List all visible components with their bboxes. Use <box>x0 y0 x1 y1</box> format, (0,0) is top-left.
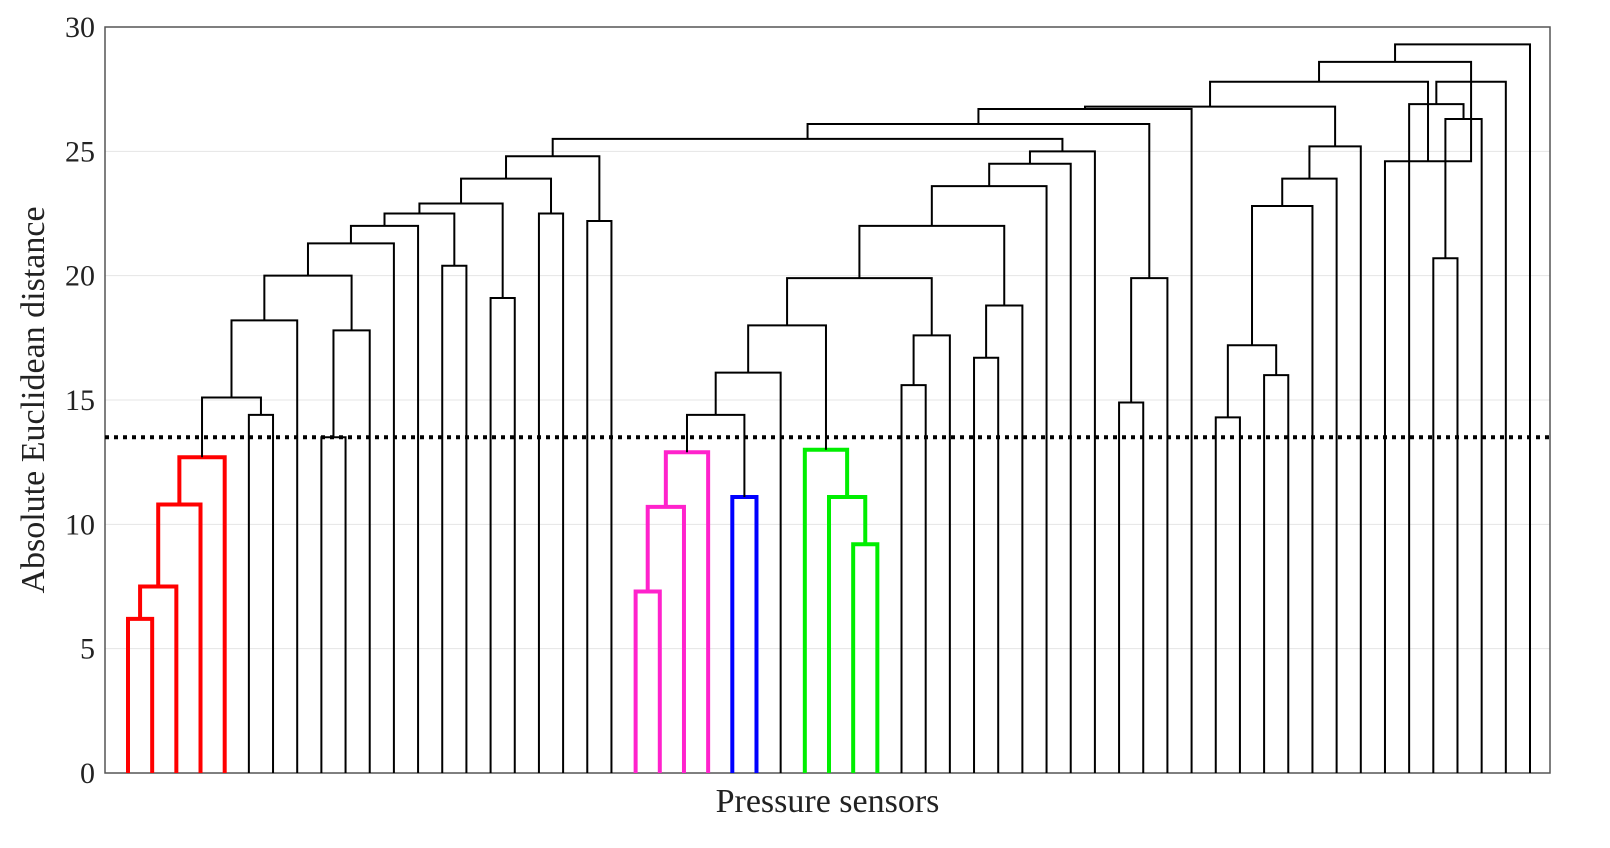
dendrogram-link <box>973 356 1000 773</box>
dendrogram-link <box>1408 103 1465 773</box>
dendrogram-link <box>505 155 601 221</box>
dendrogram-link <box>418 202 504 299</box>
dendrogram-link <box>912 334 951 773</box>
dendrogram-link <box>730 494 759 773</box>
dendrogram-link <box>1118 401 1145 773</box>
dendrogram-link <box>988 162 1072 773</box>
dendrogram-link <box>247 413 275 773</box>
dendrogram-link <box>1318 60 1473 82</box>
dendrogram-link <box>714 371 782 773</box>
dendrogram-link <box>1028 150 1096 773</box>
dendrogram-link <box>537 212 565 773</box>
y-tick-label: 10 <box>65 508 95 541</box>
dendrogram-link <box>1308 145 1362 773</box>
dendrogram-link <box>1251 205 1314 773</box>
dendrogram-link <box>1281 177 1338 773</box>
y-axis-ticks: 0 5 10 15 20 25 30 <box>65 11 95 790</box>
dendrogram-link <box>138 584 179 773</box>
dendrogram-link <box>349 224 420 773</box>
dendrogram-links <box>126 43 1531 773</box>
y-tick-label: 0 <box>80 757 95 790</box>
dendrogram-link <box>230 319 299 773</box>
dendrogram-link <box>977 108 1193 773</box>
dendrogram-link <box>851 542 880 773</box>
dendrogram-link <box>1084 105 1337 147</box>
dendrogram-link <box>1214 416 1241 773</box>
dendrogram-link <box>1432 257 1459 773</box>
dendrogram-link <box>332 329 371 773</box>
dendrogram-link <box>645 504 686 773</box>
dendrogram-link <box>747 324 827 450</box>
dendrogram-link <box>126 616 155 773</box>
dendrogram-link <box>633 589 662 773</box>
dendrogram-link <box>900 384 927 773</box>
dendrogram-link <box>1435 80 1507 773</box>
dendrogram-link <box>156 502 203 773</box>
y-tick-label: 30 <box>65 11 95 44</box>
x-axis-label: Pressure sensors <box>716 783 940 820</box>
dendrogram-link <box>383 212 456 266</box>
y-tick-label: 5 <box>80 633 95 666</box>
dendrogram-link <box>685 413 746 497</box>
dendrogram-link <box>1444 118 1483 773</box>
dendrogram-link <box>1130 277 1169 773</box>
dendrogram-link <box>930 185 1048 773</box>
dendrogram-link <box>441 264 468 773</box>
dendrogram-link <box>320 436 347 773</box>
dendrogram-link <box>1394 43 1531 773</box>
dendrogram-link <box>586 219 613 773</box>
dendrogram-link <box>827 494 868 773</box>
y-tick-label: 20 <box>65 260 95 293</box>
dendrogram-link <box>263 274 353 331</box>
y-axis-label: Absolute Euclidean distance <box>15 206 52 593</box>
y-tick-label: 15 <box>65 384 95 417</box>
dendrogram-link <box>460 177 553 214</box>
dendrogram-link <box>201 396 262 458</box>
dendrogram-link <box>489 297 516 773</box>
dendrogram-link <box>1263 374 1290 773</box>
dendrogram-link <box>551 137 1064 157</box>
dendrogram-link <box>663 450 711 773</box>
dendrogram-link <box>786 277 933 336</box>
y-tick-label: 25 <box>65 135 95 168</box>
dendrogram-link <box>1226 344 1278 418</box>
dendrogram-link <box>1209 80 1430 162</box>
dendrogram-link <box>985 304 1024 773</box>
